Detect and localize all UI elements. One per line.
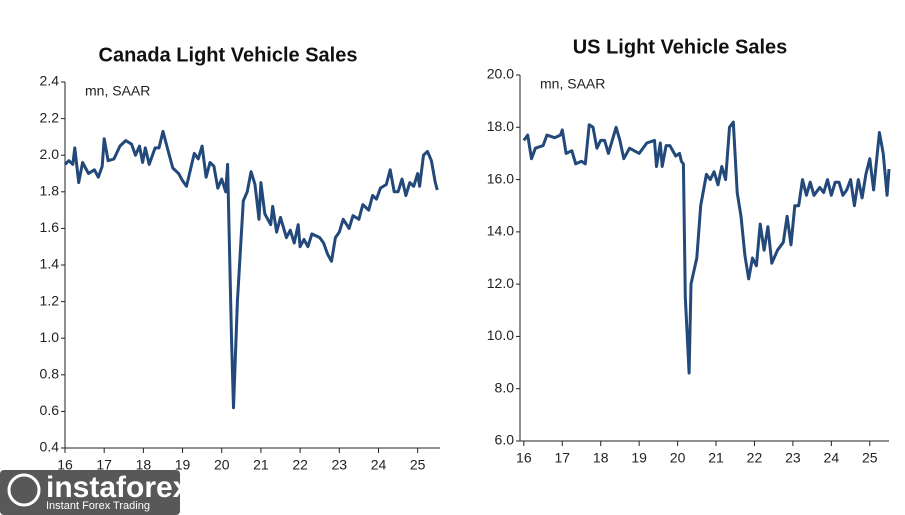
sales-line (63, 129, 439, 410)
y-tick-label: 1.8 (40, 183, 60, 199)
y-tick-label: 20.0 (487, 66, 514, 82)
x-tick-label: 25 (410, 457, 426, 473)
x-tick-label: 19 (175, 457, 191, 473)
x-tick-label: 18 (593, 450, 609, 466)
unit-label: mn, SAAR (85, 83, 150, 99)
watermark-brand: instaforex (46, 471, 190, 504)
x-tick-label: 22 (747, 450, 763, 466)
x-tick-label: 22 (292, 457, 308, 473)
y-tick-label: 18.0 (487, 118, 514, 134)
x-tick-label: 16 (516, 450, 532, 466)
y-tick-label: 0.6 (40, 402, 60, 418)
y-tick-label: 12.0 (487, 275, 514, 291)
unit-label: mn, SAAR (540, 76, 605, 92)
chart-title: US Light Vehicle Sales (573, 36, 788, 58)
y-tick-label: 16.0 (487, 170, 514, 186)
x-tick-label: 17 (96, 457, 112, 473)
y-tick-label: 2.0 (40, 146, 60, 162)
x-tick-label: 24 (371, 457, 387, 473)
x-tick-label: 20 (670, 450, 686, 466)
sales-line (522, 120, 891, 375)
y-tick-label: 6.0 (495, 432, 515, 448)
y-tick-label: 0.4 (40, 439, 60, 455)
x-tick-label: 20 (214, 457, 230, 473)
x-tick-label: 21 (708, 450, 724, 466)
x-tick-label: 25 (862, 450, 878, 466)
y-tick-label: 2.4 (40, 73, 60, 89)
y-tick-label: 14.0 (487, 223, 514, 239)
y-tick-label: 1.2 (40, 292, 60, 308)
x-tick-label: 19 (631, 450, 647, 466)
chart-title: Canada Light Vehicle Sales (99, 44, 358, 66)
watermark-logo (7, 473, 41, 507)
x-tick-label: 24 (824, 450, 840, 466)
x-tick-label: 18 (136, 457, 152, 473)
watermark-tagline: Instant Forex Trading (46, 500, 150, 512)
x-tick-label: 21 (253, 457, 269, 473)
y-tick-label: 1.6 (40, 219, 60, 235)
x-tick-label: 16 (57, 457, 73, 473)
y-tick-label: 8.0 (495, 379, 515, 395)
watermark-bg (0, 470, 180, 515)
y-tick-label: 1.0 (40, 329, 60, 345)
watermark: instaforex Instant Forex Trading (0, 470, 190, 515)
x-tick-label: 23 (332, 457, 348, 473)
y-tick-label: 10.0 (487, 327, 514, 343)
y-tick-label: 1.4 (40, 256, 60, 272)
x-tick-label: 17 (554, 450, 570, 466)
y-tick-label: 0.8 (40, 366, 60, 382)
y-tick-label: 2.2 (40, 109, 60, 125)
x-tick-label: 23 (785, 450, 801, 466)
